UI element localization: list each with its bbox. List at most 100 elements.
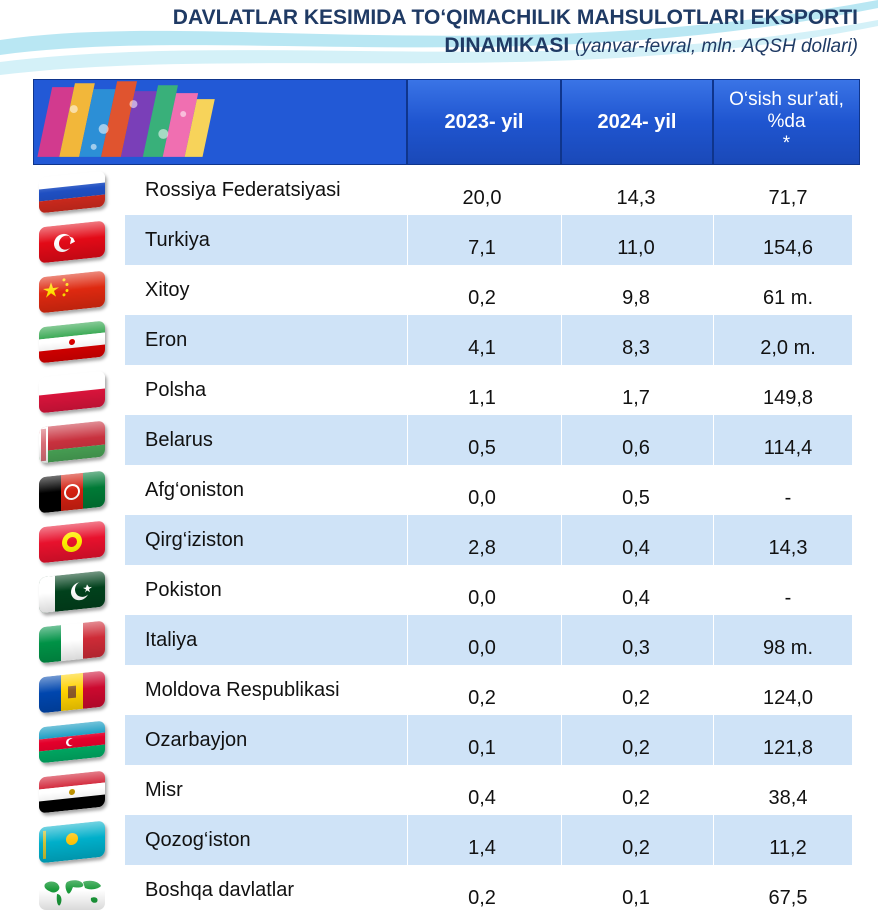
growth-rate: 149,8 bbox=[762, 387, 814, 409]
header-growth-line1: O‘sish sur’ati, bbox=[729, 89, 844, 110]
row-band bbox=[125, 215, 852, 265]
russia-flag-icon bbox=[39, 170, 105, 214]
value-2024: 14,3 bbox=[616, 187, 656, 209]
growth-rate: 2,0 m. bbox=[760, 337, 816, 359]
header-2023: 2023- yil bbox=[407, 79, 561, 165]
column-divider bbox=[713, 815, 714, 865]
row-band bbox=[125, 815, 852, 865]
decorative-swoosh bbox=[0, 0, 878, 75]
column-divider bbox=[407, 815, 408, 865]
column-divider bbox=[407, 865, 408, 915]
column-divider bbox=[407, 665, 408, 715]
azerbaijan-flag-icon bbox=[39, 720, 105, 764]
egypt-flag-icon bbox=[39, 770, 105, 814]
column-divider bbox=[561, 515, 562, 565]
table-row: Qirg‘iziston 2,8 0,4 14,3 bbox=[33, 515, 860, 565]
table-row: Boshqa davlatlar 0,2 0,1 67,5 bbox=[33, 865, 860, 915]
column-divider bbox=[713, 715, 714, 765]
column-divider bbox=[407, 165, 408, 215]
table-row: Xitoy 0,2 9,8 61 m. bbox=[33, 265, 860, 315]
column-divider bbox=[407, 415, 408, 465]
value-2023: 2,8 bbox=[468, 537, 496, 559]
growth-rate: 121,8 bbox=[762, 737, 814, 759]
column-divider bbox=[407, 715, 408, 765]
title-subtitle: (yanvar-fevral, mln. AQSH dollari) bbox=[575, 36, 858, 57]
value-2024: 0,1 bbox=[622, 887, 650, 909]
row-band bbox=[125, 315, 852, 365]
turkey-flag-icon bbox=[39, 220, 105, 264]
country-name: Misr bbox=[145, 779, 183, 801]
table-row: Moldova Respublikasi 0,2 0,2 124,0 bbox=[33, 665, 860, 715]
moldova-flag-icon bbox=[39, 670, 105, 714]
column-divider bbox=[713, 165, 714, 215]
country-name: Qozog‘iston bbox=[145, 829, 251, 851]
growth-rate: 124,0 bbox=[762, 687, 814, 709]
value-2023: 0,0 bbox=[468, 587, 496, 609]
column-divider bbox=[713, 265, 714, 315]
table-header: 2023- yil 2024- yil O‘sish sur’ati, %da … bbox=[33, 79, 860, 165]
country-name: Rossiya Federatsiyasi bbox=[145, 179, 341, 201]
table-row: Afg‘oniston 0,0 0,5 - bbox=[33, 465, 860, 515]
growth-rate: 154,6 bbox=[762, 237, 814, 259]
country-name: Turkiya bbox=[145, 229, 210, 251]
column-divider bbox=[713, 765, 714, 815]
value-2024: 0,4 bbox=[622, 587, 650, 609]
header-growth-line2: %da bbox=[767, 111, 806, 132]
china-flag-icon bbox=[39, 270, 105, 314]
column-divider bbox=[561, 365, 562, 415]
value-2023: 0,2 bbox=[468, 887, 496, 909]
header-growth-line3: * bbox=[782, 133, 791, 154]
column-divider bbox=[561, 665, 562, 715]
value-2023: 0,5 bbox=[468, 437, 496, 459]
country-name: Polsha bbox=[145, 379, 207, 401]
column-divider bbox=[407, 465, 408, 515]
column-divider bbox=[561, 565, 562, 615]
value-2023: 0,2 bbox=[468, 687, 496, 709]
column-divider bbox=[713, 315, 714, 365]
value-2023: 1,4 bbox=[468, 837, 496, 859]
growth-rate: 38,4 bbox=[768, 787, 808, 809]
column-divider bbox=[407, 615, 408, 665]
belarus-flag-icon bbox=[39, 420, 105, 464]
value-2024: 0,2 bbox=[622, 837, 650, 859]
afghanistan-flag-icon bbox=[39, 470, 105, 514]
value-2024: 0,2 bbox=[622, 687, 650, 709]
column-divider bbox=[561, 315, 562, 365]
value-2023: 1,1 bbox=[468, 387, 496, 409]
column-divider bbox=[561, 265, 562, 315]
row-band bbox=[125, 515, 852, 565]
table-row: Eron 4,1 8,3 2,0 m. bbox=[33, 315, 860, 365]
table-row: Turkiya 7,1 11,0 154,6 bbox=[33, 215, 860, 265]
country-name: Pokiston bbox=[145, 579, 222, 601]
column-divider bbox=[561, 415, 562, 465]
table-body: Rossiya Federatsiyasi 20,0 14,3 71,7 Turkiya… bbox=[33, 165, 860, 915]
header-growth: O‘sish sur’ati, %da * bbox=[713, 79, 860, 165]
country-name: Afg‘oniston bbox=[145, 479, 244, 501]
value-2023: 4,1 bbox=[468, 337, 496, 359]
country-name: Xitoy bbox=[145, 279, 190, 301]
column-divider bbox=[713, 665, 714, 715]
table-row: Polsha 1,1 1,7 149,8 bbox=[33, 365, 860, 415]
column-divider bbox=[713, 615, 714, 665]
value-2023: 7,1 bbox=[468, 237, 496, 259]
country-name: Belarus bbox=[145, 429, 213, 451]
value-2024: 9,8 bbox=[622, 287, 650, 309]
table-row: Qozog‘iston 1,4 0,2 11,2 bbox=[33, 815, 860, 865]
column-divider bbox=[561, 165, 562, 215]
column-divider bbox=[407, 215, 408, 265]
column-divider bbox=[561, 215, 562, 265]
column-divider bbox=[713, 865, 714, 915]
value-2024: 0,4 bbox=[622, 537, 650, 559]
growth-rate: 98 m. bbox=[762, 637, 814, 659]
row-band bbox=[125, 615, 852, 665]
column-divider bbox=[713, 515, 714, 565]
title-line1: DAVLATLAR KESIMIDA TO‘QIMACHILIK MAHSULO… bbox=[172, 6, 858, 29]
growth-rate: 114,4 bbox=[763, 437, 813, 459]
iran-flag-icon bbox=[39, 320, 105, 364]
column-divider bbox=[713, 415, 714, 465]
country-name: Ozarbayjon bbox=[145, 729, 248, 751]
table-row: Pokiston 0,0 0,4 - bbox=[33, 565, 860, 615]
value-2024: 1,7 bbox=[622, 387, 650, 409]
value-2023: 0,4 bbox=[468, 787, 496, 809]
country-name: Qirg‘iziston bbox=[145, 529, 244, 551]
